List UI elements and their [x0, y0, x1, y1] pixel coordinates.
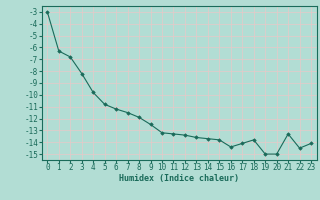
X-axis label: Humidex (Indice chaleur): Humidex (Indice chaleur): [119, 174, 239, 183]
